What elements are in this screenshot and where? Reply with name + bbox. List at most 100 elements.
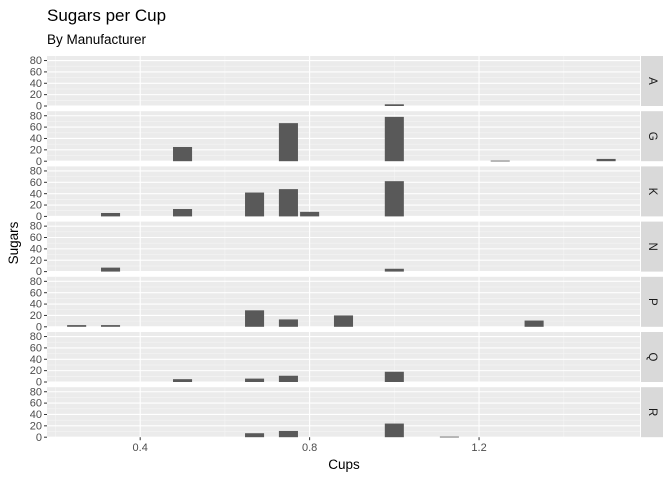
panel-background [47, 166, 640, 217]
x-axis-title: Cups [328, 457, 360, 472]
bar [384, 116, 404, 162]
y-tick-label: 80 [30, 276, 42, 288]
y-tick-label: 40 [30, 133, 42, 145]
facet-strip [641, 221, 663, 272]
bar [278, 375, 298, 382]
bar [524, 320, 544, 327]
y-tick-label: 80 [30, 110, 42, 122]
facet-strip [641, 56, 663, 106]
y-tick-label: 0 [36, 266, 42, 278]
bar [245, 310, 265, 327]
panel-background [47, 56, 640, 106]
bar [173, 209, 193, 217]
facet-panels: 020406080A020406080G020406080K020406080N… [30, 55, 663, 444]
bar [384, 371, 404, 382]
chart-title: Sugars per Cup [47, 6, 166, 25]
y-tick-label: 20 [30, 144, 42, 156]
bar [596, 158, 616, 162]
facet-strip [641, 276, 663, 327]
y-tick-label: 80 [30, 166, 42, 178]
bar [278, 430, 298, 438]
bar [384, 268, 404, 272]
panel-background [47, 111, 640, 162]
y-tick-label: 0 [36, 101, 42, 113]
bar [101, 212, 121, 217]
facet-strip-label: A [646, 77, 658, 85]
y-tick-label: 60 [30, 122, 42, 134]
bar [384, 181, 404, 217]
x-tick-label: 1.2 [471, 442, 486, 454]
facet-strip-label: K [646, 188, 658, 196]
y-tick-label: 40 [30, 354, 42, 366]
y-tick-label: 20 [30, 200, 42, 212]
y-axis-title: Sugars [6, 221, 21, 264]
y-tick-label: 40 [30, 78, 42, 90]
facet-strip-label: R [646, 408, 658, 416]
facet-strip-label: P [646, 298, 658, 306]
bar [278, 189, 298, 217]
x-tick-label: 0.8 [302, 442, 317, 454]
y-tick-label: 60 [30, 287, 42, 299]
facet-strip [641, 111, 663, 162]
y-tick-label: 0 [36, 211, 42, 223]
chart-subtitle: By Manufacturer [47, 32, 147, 47]
y-tick-label: 80 [30, 221, 42, 233]
bar [173, 146, 193, 162]
bar [278, 319, 298, 327]
bar [384, 423, 404, 438]
y-tick-label: 60 [30, 343, 42, 355]
bar [333, 315, 354, 327]
facet-strip-label: G [646, 132, 658, 141]
facet-strip [641, 332, 663, 382]
y-tick-label: 0 [36, 156, 42, 168]
panel-background [47, 332, 640, 382]
bar [439, 436, 459, 438]
bar [300, 211, 320, 217]
y-tick-label: 20 [30, 310, 42, 322]
y-tick-label: 40 [30, 188, 42, 200]
bar [101, 267, 121, 272]
y-tick-label: 60 [30, 398, 42, 410]
y-tick-label: 20 [30, 420, 42, 432]
bar [384, 104, 404, 106]
bar [173, 379, 193, 382]
y-tick-label: 80 [30, 331, 42, 343]
bar [101, 325, 121, 327]
bar [245, 192, 265, 217]
y-tick-label: 60 [30, 67, 42, 79]
bar [278, 123, 298, 162]
y-tick-label: 60 [30, 232, 42, 244]
facet-strip [641, 387, 663, 438]
bar [67, 325, 87, 327]
panel-background [47, 387, 640, 438]
facet-strip-label: Q [646, 353, 658, 362]
y-tick-label: 80 [30, 386, 42, 398]
y-tick-label: 60 [30, 177, 42, 189]
facet-strip [641, 166, 663, 217]
y-tick-label: 80 [30, 55, 42, 67]
y-tick-label: 20 [30, 89, 42, 101]
y-tick-label: 0 [36, 377, 42, 389]
bar [245, 433, 265, 438]
y-tick-label: 40 [30, 299, 42, 311]
bar [245, 378, 265, 382]
y-tick-label: 0 [36, 321, 42, 333]
y-tick-label: 20 [30, 365, 42, 377]
y-tick-label: 40 [30, 243, 42, 255]
x-axis: 0.4 0.8 1.2 [133, 437, 487, 454]
y-tick-label: 40 [30, 409, 42, 421]
panel-background [47, 221, 640, 272]
x-tick-label: 0.4 [133, 442, 148, 454]
y-tick-label: 20 [30, 255, 42, 267]
y-tick-label: 0 [36, 432, 42, 444]
facet-strip-label: N [646, 242, 658, 250]
bar [490, 160, 510, 162]
